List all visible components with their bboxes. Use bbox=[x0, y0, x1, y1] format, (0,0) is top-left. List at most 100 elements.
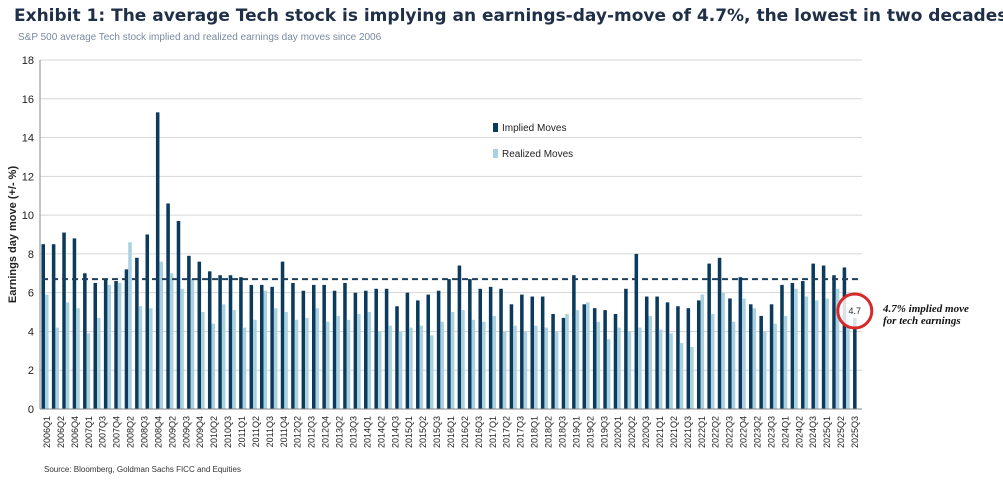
callout-annotation-line-1: 4.7% implied move bbox=[883, 303, 969, 315]
bar-realized-2025Q1 bbox=[835, 288, 840, 409]
bar-realized-2010Q4 bbox=[242, 327, 247, 409]
bar-implied-2017Q3 bbox=[520, 294, 524, 409]
bar-realized-2016Q3 bbox=[482, 321, 486, 409]
bar-realized-2024Q2 bbox=[804, 296, 809, 409]
x-tick-label-2018Q3: 2018Q3 bbox=[557, 416, 567, 448]
bar-realized-2014Q2 bbox=[388, 325, 392, 409]
bar-implied-2011Q4 bbox=[280, 261, 285, 409]
bar-implied-2007Q3 bbox=[103, 279, 108, 409]
bar-realized-2016Q4 bbox=[492, 315, 496, 409]
bar-implied-2007Q4 bbox=[114, 281, 118, 409]
bar-realized-2020Q3 bbox=[648, 315, 653, 409]
bar-implied-2018Q3 bbox=[561, 317, 566, 409]
bar-implied-2015Q2 bbox=[426, 294, 430, 409]
bar-realized-2016Q1 bbox=[461, 310, 465, 409]
bar-implied-2010Q4 bbox=[239, 277, 243, 409]
x-tick-label-2012Q2: 2012Q2 bbox=[293, 416, 303, 448]
x-tick-label-2010Q3: 2010Q3 bbox=[223, 416, 233, 448]
bar-implied-2009Q3 bbox=[187, 255, 191, 409]
bar-realized-2008Q3 bbox=[149, 308, 153, 409]
x-tick-label-2025Q3: 2025Q3 bbox=[850, 416, 860, 448]
x-tick-label-2021Q3: 2021Q3 bbox=[683, 416, 693, 448]
bar-implied-2017Q1 bbox=[499, 288, 503, 409]
bar-realized-2013Q2 bbox=[346, 319, 351, 409]
x-tick-label-2019Q1: 2019Q1 bbox=[571, 416, 581, 448]
bar-implied-2021Q2 bbox=[676, 306, 680, 409]
x-tick-label-2024Q3: 2024Q3 bbox=[808, 416, 818, 448]
bar-realized-2022Q3 bbox=[731, 321, 736, 409]
bar-implied-2017Q4 bbox=[530, 296, 535, 409]
x-tick-label-2006Q1: 2006Q1 bbox=[42, 416, 52, 448]
legend-label-realized: Realized Moves bbox=[502, 149, 573, 160]
bar-implied-2012Q4 bbox=[322, 284, 326, 409]
bar-realized-2010Q3 bbox=[232, 310, 236, 409]
y-tick-label-10: 10 bbox=[22, 210, 34, 222]
legend-label-implied: Implied Moves bbox=[502, 123, 566, 134]
bar-realized-2020Q4 bbox=[658, 329, 663, 409]
x-tick-label-2020Q3: 2020Q3 bbox=[641, 416, 651, 448]
bar-implied-2009Q2 bbox=[176, 220, 181, 409]
legend-swatch-implied bbox=[493, 123, 498, 132]
bar-implied-2013Q2 bbox=[343, 282, 347, 409]
x-tick-label-2007Q1: 2007Q1 bbox=[84, 416, 94, 448]
bar-realized-2023Q3 bbox=[773, 323, 777, 409]
bar-realized-2011Q4 bbox=[284, 312, 288, 409]
y-tick-label-2: 2 bbox=[28, 365, 34, 377]
bar-realized-2013Q3 bbox=[357, 313, 361, 409]
x-tick-label-2009Q4: 2009Q4 bbox=[195, 416, 205, 448]
bar-realized-2019Q2 bbox=[596, 321, 601, 409]
x-tick-label-2016Q2: 2016Q2 bbox=[460, 416, 470, 448]
bar-realized-2022Q1 bbox=[710, 313, 715, 409]
bar-implied-2006Q1 bbox=[41, 244, 45, 409]
bar-implied-2022Q3 bbox=[728, 298, 732, 409]
bar-implied-2014Q4 bbox=[405, 292, 410, 409]
bar-implied-2008Q2 bbox=[135, 257, 139, 409]
y-axis-ticks: 0 2 4 6 8 10 12 14 16 18 bbox=[22, 55, 34, 416]
bar-implied-2019Q2 bbox=[592, 308, 597, 409]
bar-realized-2008Q2 bbox=[138, 306, 143, 409]
bar-implied-2006Q2 bbox=[51, 244, 56, 409]
callout-annotation: 4.7% implied move for tech earnings bbox=[883, 303, 969, 327]
bar-implied-2024Q4 bbox=[821, 265, 826, 409]
bar-realized-2017Q3 bbox=[523, 331, 528, 409]
bar-realized-2019Q4 bbox=[617, 327, 621, 409]
x-tick-label-2017Q2: 2017Q2 bbox=[502, 416, 512, 448]
bar-realized-2011Q2 bbox=[263, 290, 268, 409]
bar-realized-2008Q4 bbox=[159, 261, 163, 409]
bar-realized-2009Q4 bbox=[201, 312, 205, 409]
bar-realized-2025Q2 bbox=[846, 308, 850, 409]
bar-realized-2018Q2 bbox=[554, 331, 559, 409]
x-tick-label-2016Q1: 2016Q1 bbox=[446, 416, 456, 448]
bar-realized-2021Q4 bbox=[700, 294, 705, 409]
x-tick-label-2021Q2: 2021Q2 bbox=[669, 416, 679, 448]
bar-realized-2017Q1 bbox=[502, 331, 507, 409]
bar-realized-2008Q1 bbox=[128, 242, 132, 409]
x-tick-label-2014Q2: 2014Q2 bbox=[376, 416, 386, 448]
x-tick-label-2013Q3: 2013Q3 bbox=[348, 416, 358, 448]
bar-realized-2021Q3 bbox=[690, 346, 694, 409]
bar-realized-2020Q1 bbox=[627, 331, 632, 409]
bar-realized-2021Q1 bbox=[669, 333, 673, 409]
x-tick-label-2017Q3: 2017Q3 bbox=[516, 416, 526, 448]
bar-implied-2022Q1 bbox=[707, 263, 711, 409]
bar-implied-2006Q4 bbox=[72, 238, 77, 409]
bar-implied-2020Q1 bbox=[624, 288, 628, 409]
x-tick-label-2011Q1: 2011Q1 bbox=[237, 416, 247, 447]
bar-realized-2015Q1 bbox=[419, 325, 424, 409]
bar-implied-2012Q3 bbox=[311, 284, 316, 409]
bar-implied-2020Q4 bbox=[655, 296, 659, 409]
x-tick-label-2024Q2: 2024Q2 bbox=[794, 416, 804, 448]
x-tick-label-2008Q4: 2008Q4 bbox=[153, 416, 163, 448]
bar-implied-2007Q2 bbox=[93, 282, 98, 409]
bar-implied-2025Q1 bbox=[832, 275, 836, 409]
page-title: Exhibit 1: The average Tech stock is imp… bbox=[14, 6, 1003, 26]
bar-implied-2012Q1 bbox=[291, 282, 295, 409]
bar-realized-2006Q2 bbox=[55, 327, 59, 409]
x-tick-label-2025Q2: 2025Q2 bbox=[836, 416, 846, 448]
bar-implied-2013Q4 bbox=[364, 290, 368, 409]
bar-implied-2011Q3 bbox=[270, 286, 274, 409]
bar-implied-2021Q4 bbox=[696, 300, 701, 409]
bar-implied-2018Q4 bbox=[572, 275, 576, 409]
bar-implied-2013Q1 bbox=[332, 290, 337, 409]
